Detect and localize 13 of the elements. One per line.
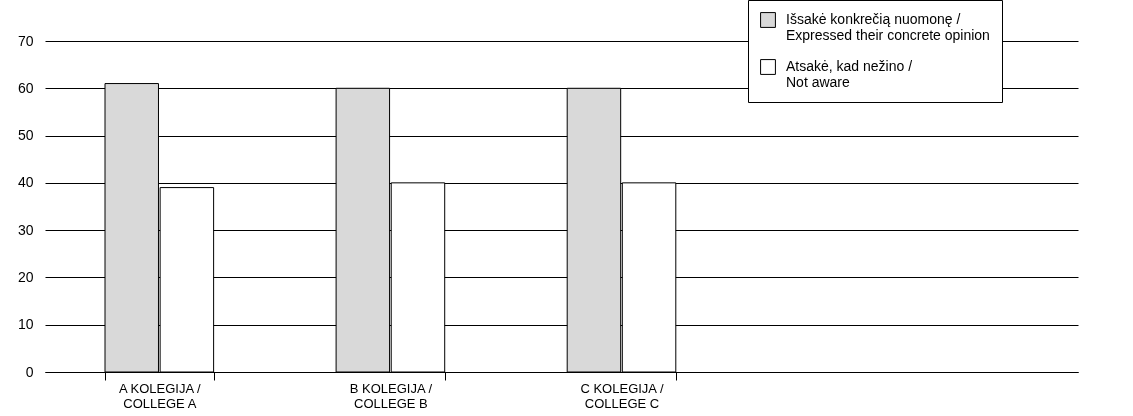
y-tick-label: 50 [17, 127, 34, 144]
legend-label: Atsakė, kad nežino / Not aware [786, 58, 913, 90]
y-tick-label: 20 [17, 268, 34, 285]
y-tick-label: 60 [17, 79, 34, 96]
y-tick-label: 0 [25, 363, 34, 380]
x-tick-label: B KOLEGIJA / COLLEGE B [349, 380, 433, 411]
y-tick-label: 70 [17, 32, 34, 49]
y-tick-label: 40 [17, 174, 34, 191]
y-tick-label: 30 [17, 221, 34, 238]
x-tick-label: A KOLEGIJA / COLLEGE A [118, 380, 202, 411]
legend-label: Išsakė konkrečią nuomonę / Expressed their concrete opinion [786, 11, 990, 43]
y-tick-label: 10 [17, 316, 34, 333]
x-tick-label: C KOLEGIJA / COLLEGE C [580, 380, 664, 411]
